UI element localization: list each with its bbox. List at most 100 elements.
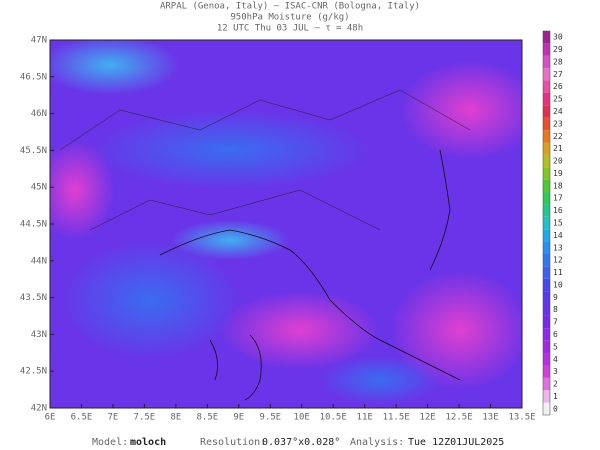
colorbar-frame xyxy=(542,30,551,416)
lon-label: 8E xyxy=(170,413,181,423)
lon-label: 11.5E xyxy=(383,413,410,423)
lat-label: 44.5N xyxy=(20,220,47,230)
colorbar-segment xyxy=(543,303,550,316)
colorbar-segment xyxy=(543,390,550,403)
footer-label: Analysis: xyxy=(350,437,404,448)
colorbar-segment xyxy=(543,92,550,106)
colorbar-label: 0 xyxy=(553,404,558,413)
lon-label: 13.5E xyxy=(508,413,535,423)
colorbar-label: 22 xyxy=(553,132,563,141)
colorbar-segment xyxy=(543,179,550,193)
colorbar-segment xyxy=(543,266,550,279)
colorbar-segment xyxy=(543,365,550,378)
colorbar-segment xyxy=(543,216,550,230)
lat-label: 43N xyxy=(31,330,47,340)
lat-label: 42.5N xyxy=(20,367,47,377)
colorbar-label: 12 xyxy=(553,256,563,265)
colorbar-segment xyxy=(543,167,550,180)
colorbar-segment xyxy=(543,130,550,143)
colorbar-label: 13 xyxy=(553,243,563,252)
colorbar-label: 5 xyxy=(553,342,558,351)
colorbar-label: 11 xyxy=(553,268,563,277)
colorbar-label: 26 xyxy=(553,82,563,91)
colorbar-segment xyxy=(543,377,550,391)
colorbar-label: 27 xyxy=(553,70,563,79)
lon-label: 13E xyxy=(482,413,498,423)
header-line: ARPAL (Genoa, Italy) — ISAC-CNR (Bologna… xyxy=(160,2,420,12)
colorbar-segment xyxy=(543,192,550,205)
colorbar-label: 9 xyxy=(553,293,558,302)
lon-label: 7E xyxy=(108,413,119,423)
lat-label: 43.5N xyxy=(20,293,47,303)
lon-label: 12.5E xyxy=(446,413,473,423)
colorbar-label: 28 xyxy=(553,57,563,66)
colorbar-segment xyxy=(543,68,550,81)
footer-value: 0.037°x0.028° xyxy=(262,437,340,448)
lon-label: 12E xyxy=(419,413,435,423)
lat-label: 46N xyxy=(31,109,47,119)
colorbar-segment xyxy=(543,154,550,168)
moisture-field xyxy=(50,40,522,408)
colorbar-label: 23 xyxy=(553,119,563,128)
header-line: 12 UTC Thu 03 JUL – τ = 48h xyxy=(217,24,363,34)
colorbar-segment xyxy=(543,353,550,366)
colorbar-label: 16 xyxy=(553,206,563,215)
colorbar-segment xyxy=(543,229,550,242)
colorbar-label: 2 xyxy=(553,380,558,389)
lon-label: 6E xyxy=(45,413,56,423)
colorbar-segment xyxy=(543,253,550,267)
footer-value: moloch xyxy=(130,437,166,448)
colorbar-label: 1 xyxy=(553,392,558,401)
colorbar-segment xyxy=(543,402,550,415)
lat-label: 45N xyxy=(31,183,47,193)
header-line: 950hPa Moisture (g/kg) xyxy=(230,13,349,23)
colorbar-label: 7 xyxy=(553,318,558,327)
colorbar-label: 21 xyxy=(553,144,563,153)
colorbar-label: 15 xyxy=(553,219,563,228)
colorbar-segment xyxy=(543,340,550,354)
colorbar-segment xyxy=(543,55,550,69)
colorbar-label: 24 xyxy=(553,107,563,116)
colorbar-label: 10 xyxy=(553,280,563,289)
lat-label: 44N xyxy=(31,256,47,266)
lon-label: 8.5E xyxy=(196,413,218,423)
colorbar-segment xyxy=(543,80,550,93)
footer-label: Resolution: xyxy=(200,437,266,448)
colorbar-label: 30 xyxy=(553,33,563,42)
lon-label: 9E xyxy=(233,413,244,423)
colorbar-segment xyxy=(543,31,550,44)
colorbar-label: 8 xyxy=(553,305,558,314)
colorbar-segment xyxy=(543,117,550,131)
colorbar-segment xyxy=(543,291,550,304)
lon-label: 10E xyxy=(294,413,310,423)
colorbar-segment xyxy=(543,204,550,217)
lon-label: 9.5E xyxy=(259,413,281,423)
colorbar-segment xyxy=(543,241,550,254)
lat-label: 46.5N xyxy=(20,72,47,82)
footer: Model: moloch Resolution: 0.037°x0.028° … xyxy=(92,437,504,448)
colorbar-label: 6 xyxy=(553,330,558,339)
lon-label: 11E xyxy=(357,413,373,423)
colorbar-label: 14 xyxy=(553,231,563,240)
colorbar-label: 3 xyxy=(553,367,558,376)
colorbar-segment xyxy=(543,43,550,56)
colorbar-label: 18 xyxy=(553,181,563,190)
colorbar-label: 25 xyxy=(553,95,563,104)
lat-label: 45.5N xyxy=(20,146,47,156)
footer-label: Model: xyxy=(92,437,128,448)
lat-label: 42N xyxy=(31,404,47,414)
colorbar-segment xyxy=(543,278,550,292)
colorbar-label: 29 xyxy=(553,45,563,54)
lon-label: 6.5E xyxy=(71,413,93,423)
colorbar-label: 19 xyxy=(553,169,563,178)
colorbar-segment xyxy=(543,315,550,329)
lon-label: 7.5E xyxy=(134,413,156,423)
colorbar-segment xyxy=(543,142,550,155)
colorbar-label: 17 xyxy=(553,194,563,203)
colorbar-segment xyxy=(543,328,550,341)
colorbar-label: 4 xyxy=(553,355,558,364)
lat-label: 47N xyxy=(31,36,47,46)
footer-value: Tue 12Z01JUL2025 xyxy=(408,437,504,448)
lon-label: 10.5E xyxy=(320,413,347,423)
